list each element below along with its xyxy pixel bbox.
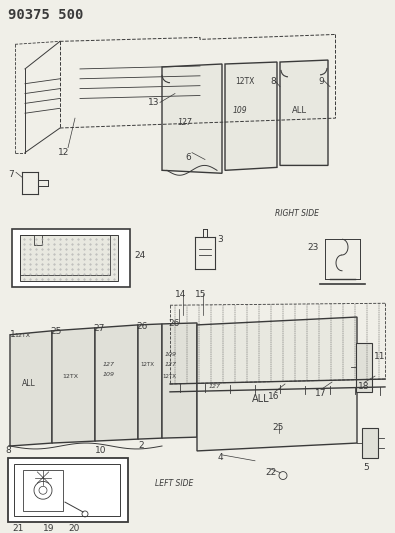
Text: 109: 109 [233,106,248,115]
Text: 23: 23 [307,243,318,252]
Text: 12TX: 12TX [14,333,30,338]
Text: 13: 13 [148,99,160,108]
Polygon shape [162,323,197,438]
Text: 8: 8 [270,77,276,86]
Text: 2: 2 [138,441,144,450]
Text: 9: 9 [318,77,324,86]
Text: 19: 19 [43,524,55,533]
Text: 27: 27 [93,324,104,333]
Text: 12TX: 12TX [235,77,254,86]
Polygon shape [225,62,277,171]
Text: 22: 22 [265,467,276,477]
Text: 127: 127 [178,118,193,127]
Text: 8: 8 [5,446,11,455]
Text: ALL: ALL [22,379,36,388]
Text: RIGHT SIDE: RIGHT SIDE [275,209,319,217]
Text: 26: 26 [136,322,147,331]
Text: 12TX: 12TX [140,362,154,367]
Text: 1: 1 [10,330,16,339]
Text: 18: 18 [358,382,369,391]
Text: 11: 11 [374,352,386,361]
Text: 3: 3 [217,235,223,244]
Text: LEFT SIDE: LEFT SIDE [155,480,194,488]
Text: 109: 109 [103,372,115,377]
Text: 25: 25 [50,327,61,336]
Bar [20,235,118,280]
Bar [23,470,63,511]
Text: 90375 500: 90375 500 [8,8,83,22]
Text: 12: 12 [58,148,70,157]
Text: 15: 15 [195,290,207,300]
Polygon shape [280,60,328,165]
Polygon shape [52,328,95,443]
Text: 12TX: 12TX [62,374,78,379]
Text: 21: 21 [12,524,23,533]
Text: 4: 4 [218,453,224,462]
Text: 5: 5 [363,463,369,472]
Bar [12,229,130,287]
Text: 127: 127 [103,362,115,367]
Text: 109: 109 [165,352,177,358]
Text: 10: 10 [95,446,107,455]
Text: 127: 127 [165,362,177,367]
Polygon shape [10,331,52,446]
Bar [362,429,378,458]
Text: ALL: ALL [252,394,270,404]
Text: 14: 14 [175,290,186,300]
Text: 24: 24 [134,251,145,260]
Text: 12TX: 12TX [162,374,176,379]
Text: 16: 16 [268,392,280,401]
Text: ALL: ALL [292,106,307,115]
Bar [356,343,372,392]
Polygon shape [138,324,162,439]
Text: 6: 6 [185,152,191,161]
Text: 127: 127 [209,384,221,389]
Polygon shape [197,317,357,451]
Bar [8,458,128,522]
Text: 20: 20 [68,524,79,533]
Text: 17: 17 [315,389,327,398]
Text: 7: 7 [8,171,14,179]
Polygon shape [162,64,222,173]
Text: 26: 26 [168,319,179,328]
Bar [14,464,120,516]
Text: 25: 25 [272,423,283,432]
Polygon shape [95,325,138,441]
